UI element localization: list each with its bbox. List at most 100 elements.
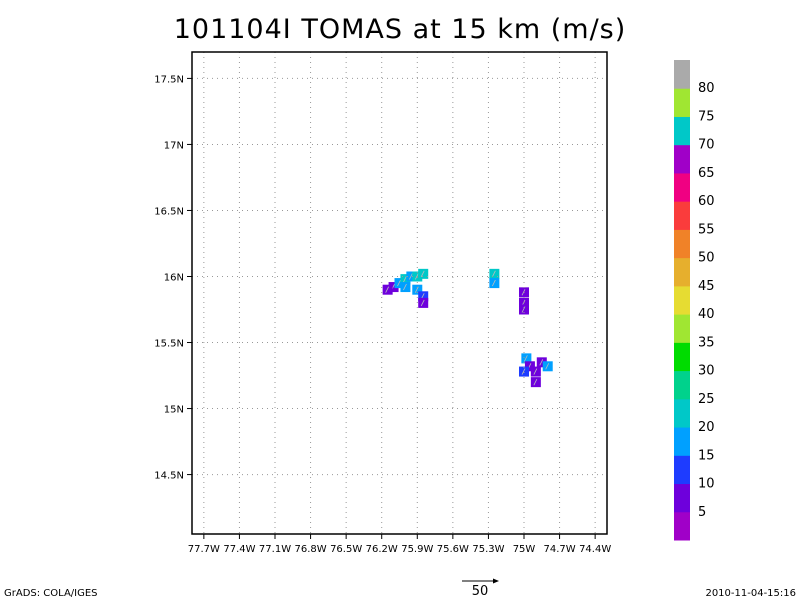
- wind-vector: [403, 283, 407, 291]
- wind-vector: [397, 279, 401, 287]
- wind-vector: [385, 286, 390, 293]
- x-tick-label: 74.4W: [579, 544, 611, 555]
- colorbar-label: 40: [698, 307, 715, 322]
- colorbar-label: 25: [698, 392, 715, 407]
- wind-vector: [491, 279, 496, 287]
- x-axis-ticks: 77.7W 77.4W 77.1W 76.8W 76.5W 76.2W 75.9W 75.6W…: [188, 534, 611, 555]
- colorbar-label: 75: [698, 109, 715, 124]
- colorbar-label: 60: [698, 194, 715, 209]
- x-tick-label: 74.7W: [543, 544, 575, 555]
- colorbar-swatch: [674, 60, 690, 89]
- wind-vector: [491, 270, 496, 278]
- y-tick-label: 17N: [164, 140, 184, 151]
- wind-speed-cell: [524, 361, 535, 372]
- wind-speed-cell: [382, 284, 393, 295]
- wind-speed-cell: [406, 271, 417, 282]
- wind-speed-cell: [418, 291, 429, 302]
- colorbar-swatch: [674, 116, 690, 146]
- y-tick-label: 16N: [164, 272, 184, 283]
- wind-speed-cell: [418, 297, 429, 308]
- wind-vector: [533, 368, 538, 375]
- colorbar-label: 20: [698, 420, 715, 435]
- colorbar-swatch: [674, 342, 690, 372]
- colorbar-swatch: [674, 172, 690, 202]
- colorbar-swatch: [674, 314, 690, 343]
- reference-arrow-head: [493, 578, 499, 584]
- colorbar-swatch: [674, 201, 690, 230]
- wind-speed-cells: [382, 268, 553, 388]
- grid-lines: [192, 52, 607, 534]
- x-tick-label: 75.6W: [437, 544, 469, 555]
- wind-speed-cell: [418, 268, 429, 279]
- colorbar-label: 5: [698, 505, 706, 520]
- wind-speed-cell: [489, 278, 500, 289]
- colorbar-label: 45: [698, 279, 715, 294]
- x-tick-label: 76.5W: [330, 544, 362, 555]
- y-tick-label: 16.5N: [154, 206, 184, 217]
- x-tick-label: 75W: [513, 544, 536, 555]
- x-tick-label: 77.7W: [188, 544, 220, 555]
- reference-vector: [462, 578, 499, 584]
- colorbar-swatch: [674, 483, 690, 513]
- y-tick-label: 14.5N: [154, 471, 184, 482]
- x-tick-label: 77.1W: [259, 544, 291, 555]
- wind-speed-cell: [521, 353, 532, 364]
- wind-vector: [545, 363, 550, 370]
- colorbar-swatch: [674, 511, 690, 541]
- wind-speed-cell: [400, 274, 411, 285]
- wind-speed-cell: [542, 361, 553, 372]
- wind-speed-cell: [400, 282, 411, 293]
- wind-speed-cell: [530, 377, 541, 388]
- y-tick-label: 17.5N: [154, 74, 184, 85]
- x-tick-label: 77.4W: [223, 544, 255, 555]
- colorbar-swatch: [674, 398, 690, 428]
- x-tick-label: 76.8W: [294, 544, 326, 555]
- y-tick-label: 15.5N: [154, 339, 184, 350]
- wind-vector: [420, 270, 425, 278]
- colorbar-label: 30: [698, 364, 715, 379]
- wind-speed-cell: [394, 278, 405, 289]
- y-axis-ticks: 14.5N 15N 15.5N 16N 16.5N 17N 17.5N: [154, 74, 192, 482]
- plot-frame: [191, 51, 608, 535]
- wind-vector: [408, 273, 413, 280]
- colorbar-label: 65: [698, 166, 715, 181]
- wind-vector: [414, 273, 419, 280]
- wind-speed-cell: [388, 282, 399, 293]
- colorbar: 5 10 15 20 25 30 35 40 45 50 55 60 65 70 75 80: [674, 60, 715, 541]
- colorbar-label: 35: [698, 335, 715, 350]
- colorbar-swatch: [674, 229, 690, 259]
- wind-speed-cell: [519, 304, 529, 315]
- colorbar-label: 15: [698, 448, 715, 463]
- colorbar-label: 70: [698, 138, 715, 153]
- colorbar-swatch: [674, 88, 690, 117]
- wind-vector: [521, 368, 526, 375]
- wind-vector: [524, 355, 528, 362]
- colorbar-swatch: [674, 144, 690, 174]
- wind-speed-cell: [530, 366, 541, 377]
- wind-vector: [539, 359, 544, 366]
- colorbar-swatch: [674, 257, 690, 287]
- y-tick-label: 15N: [164, 405, 184, 416]
- colorbar-swatch: [674, 427, 690, 456]
- wind-speed-cell: [536, 357, 547, 368]
- colorbar-label: 10: [698, 477, 715, 492]
- x-tick-label: 75.3W: [472, 544, 504, 555]
- grads-credit: GrADS: COLA/IGES: [4, 588, 98, 599]
- colorbar-label: 50: [698, 251, 715, 266]
- x-tick-label: 76.2W: [366, 544, 398, 555]
- wind-vector: [403, 275, 407, 283]
- wind-vector: [533, 378, 538, 386]
- plot-title: 101104I TOMAS at 15 km (m/s): [173, 14, 627, 45]
- colorbar-swatch: [674, 455, 690, 485]
- x-tick-label: 75.9W: [401, 544, 433, 555]
- wind-speed-cell: [519, 366, 529, 377]
- colorbar-swatch: [674, 285, 690, 315]
- timestamp: 2010-11-04-15:16: [705, 588, 796, 599]
- wind-vector: [420, 299, 425, 307]
- colorbar-label: 55: [698, 222, 715, 237]
- wind-speed-cell: [412, 284, 423, 295]
- wind-speed-cell: [489, 268, 500, 279]
- colorbar-label: 80: [698, 81, 715, 96]
- colorbar-swatch: [674, 370, 690, 400]
